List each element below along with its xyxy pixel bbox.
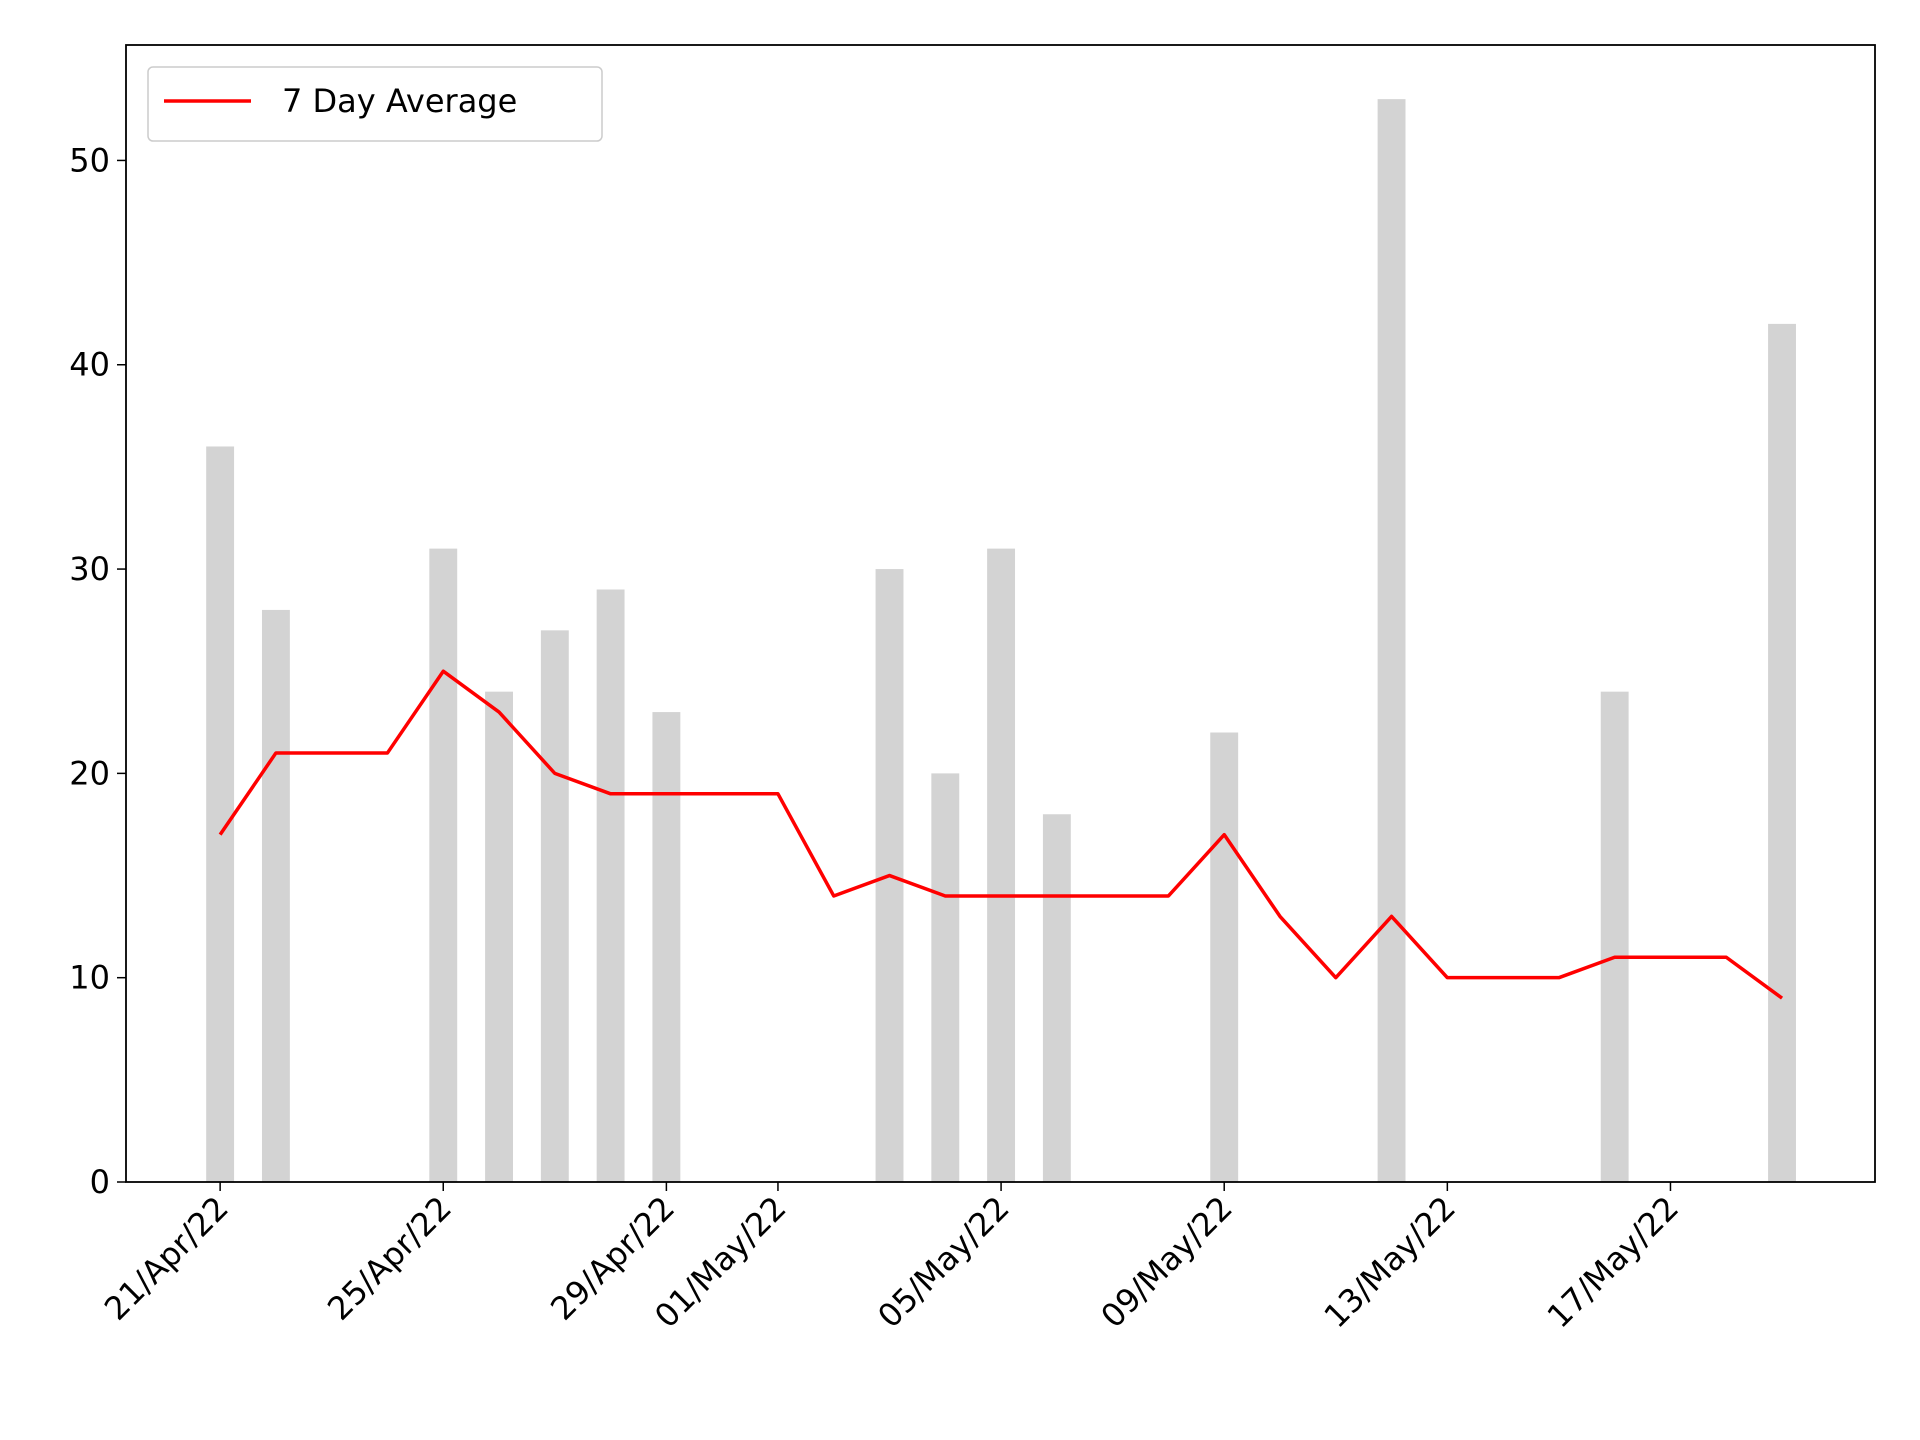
x-tick-label: 17/May/22	[1540, 1189, 1686, 1335]
x-tick-label: 13/May/22	[1317, 1189, 1463, 1335]
bar	[206, 446, 235, 1183]
y-tick-label: 0	[90, 1163, 110, 1201]
bar	[596, 589, 625, 1182]
x-tick-label: 21/Apr/22	[97, 1189, 236, 1328]
bar	[429, 548, 458, 1182]
legend-label: 7 Day Average	[282, 82, 517, 120]
y-tick-label: 20	[69, 754, 110, 792]
legend-frame	[147, 66, 603, 142]
legend: 7 Day Average	[147, 66, 603, 142]
bar	[540, 630, 569, 1182]
bar	[1377, 99, 1406, 1183]
y-tick-label: 50	[69, 141, 110, 179]
y-tick-label: 30	[69, 550, 110, 588]
bar	[1768, 323, 1796, 1182]
bar	[261, 609, 290, 1182]
bar	[485, 691, 513, 1182]
line	[218, 669, 1784, 1000]
bar	[931, 773, 960, 1182]
bar	[1042, 814, 1071, 1182]
x-tick-label: 09/May/22	[1093, 1189, 1239, 1335]
bar	[987, 548, 1016, 1182]
bar	[1600, 691, 1629, 1182]
bar	[652, 712, 681, 1182]
bar	[1210, 732, 1239, 1182]
x-tick-label: 25/Apr/22	[320, 1189, 459, 1328]
y-tick-label: 40	[69, 346, 110, 384]
y-tick-label: 10	[69, 959, 110, 997]
x-tick-label: 05/May/22	[870, 1189, 1016, 1335]
